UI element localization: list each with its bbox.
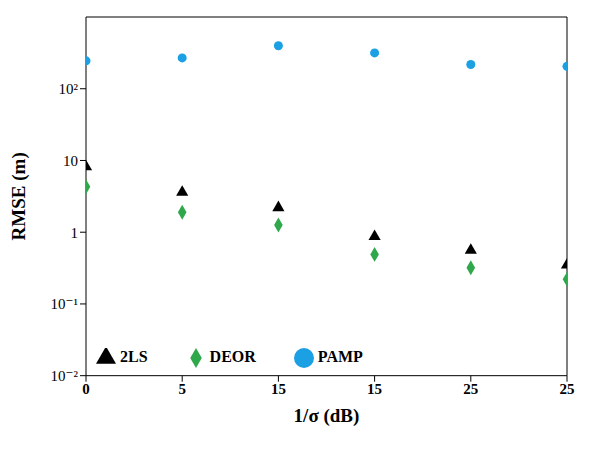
svg-text:0: 0 [82, 381, 90, 397]
html-text:2LS: 2LS [120, 348, 148, 365]
svg-text:1/σ (dB): 1/σ (dB) [294, 405, 360, 427]
svg-text:10⁻²: 10⁻² [51, 368, 79, 384]
svg-text:15: 15 [271, 381, 286, 397]
svg-text:10: 10 [63, 153, 78, 169]
html-text:DEOR: DEOR [209, 348, 256, 365]
svg-text:5: 5 [178, 381, 186, 397]
svg-text:10²: 10² [59, 81, 79, 97]
html-text:PAMP: PAMP [317, 348, 363, 365]
svg-text:25: 25 [560, 381, 575, 397]
svg-text:RMSE (m): RMSE (m) [8, 152, 30, 240]
svg-text:25: 25 [463, 381, 478, 397]
svg-text:10⁻¹: 10⁻¹ [51, 296, 78, 312]
svg-text:1: 1 [71, 225, 79, 241]
svg-text:15: 15 [367, 381, 382, 397]
